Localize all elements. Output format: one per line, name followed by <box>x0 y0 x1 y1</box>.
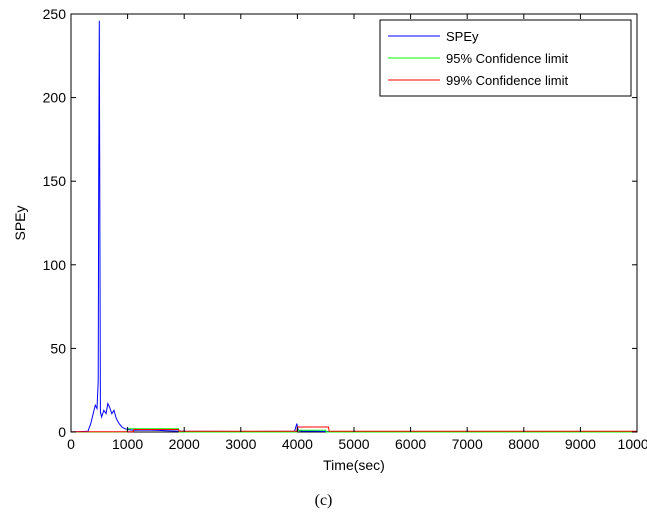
series-line-0 <box>70 20 637 433</box>
y-tick-label: 0 <box>58 424 66 440</box>
x-tick-label: 4000 <box>282 436 313 452</box>
x-tick-label: 8000 <box>508 436 539 452</box>
x-tick-label: 1000 <box>112 436 143 452</box>
legend: SPEy 95% Confidence limit 99% Confidence… <box>379 19 632 97</box>
y-tick-label: 200 <box>43 90 67 106</box>
x-tick-label: 3000 <box>225 436 256 452</box>
x-tick-label: 6000 <box>395 436 426 452</box>
legend-label-99: 99% Confidence limit <box>446 73 569 88</box>
legend-label-95: 95% Confidence limit <box>446 51 569 66</box>
series-line-2 <box>71 426 637 433</box>
y-tick-label: 150 <box>43 173 67 189</box>
y-tick-label: 250 <box>43 6 67 22</box>
y-tick-label: 50 <box>50 340 66 356</box>
x-axis-ticks: 0 1000 2000 3000 4000 5000 6000 7000 8000 9000 100… <box>67 14 647 452</box>
x-tick-label: 5000 <box>338 436 369 452</box>
x-tick-label: 2000 <box>169 436 200 452</box>
x-tick-label: 7000 <box>452 436 483 452</box>
x-tick-label: 0 <box>67 436 75 452</box>
y-axis-label: SPEy <box>12 205 28 240</box>
legend-label-speY: SPEy <box>446 29 479 44</box>
figure-caption: (c) <box>314 492 333 509</box>
y-tick-label: 100 <box>43 257 67 273</box>
x-axis-label: Time(sec) <box>323 457 385 473</box>
y-axis-ticks: 0 50 100 150 200 250 <box>43 6 637 440</box>
legend-box <box>379 19 632 97</box>
x-tick-label: 9000 <box>565 436 596 452</box>
chart: 0 1000 2000 3000 4000 5000 6000 7000 8000 9000 100… <box>12 6 647 473</box>
